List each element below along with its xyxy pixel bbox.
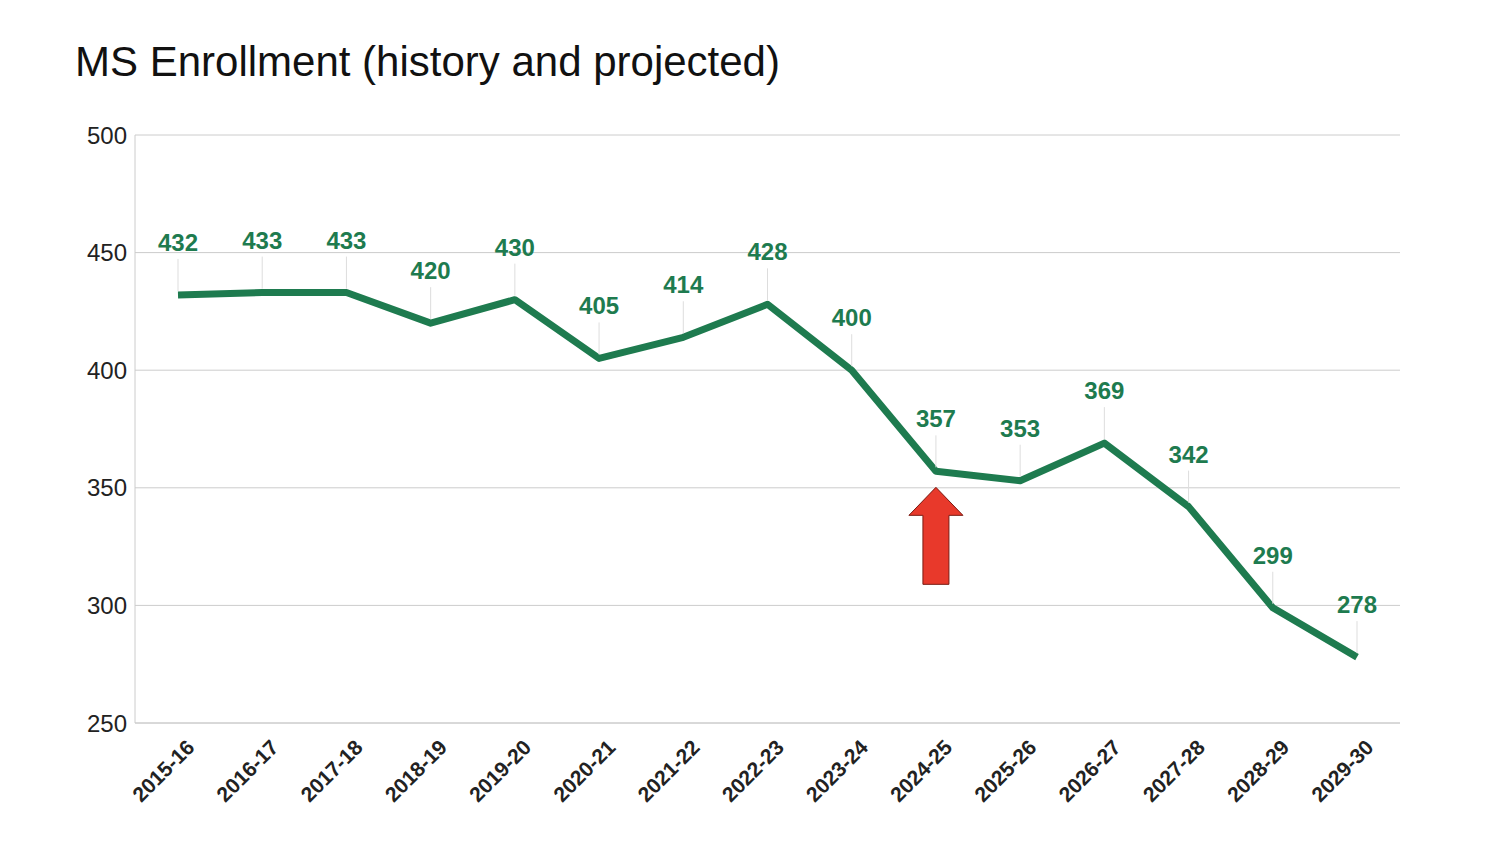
svg-text:2023-24: 2023-24 xyxy=(801,735,872,806)
svg-text:400: 400 xyxy=(87,357,127,384)
svg-text:414: 414 xyxy=(663,271,704,298)
html-text:MS Enrollment (history and pro: MS Enrollment (history and projected) xyxy=(75,38,780,85)
svg-text:2025-26: 2025-26 xyxy=(970,735,1041,806)
svg-text:432: 432 xyxy=(158,229,198,256)
svg-text:369: 369 xyxy=(1084,377,1124,404)
svg-text:2029-30: 2029-30 xyxy=(1307,735,1378,806)
svg-text:2026-27: 2026-27 xyxy=(1054,735,1125,806)
svg-text:400: 400 xyxy=(832,304,872,331)
svg-text:428: 428 xyxy=(747,238,787,265)
svg-text:500: 500 xyxy=(87,122,127,149)
svg-text:350: 350 xyxy=(87,474,127,501)
svg-text:250: 250 xyxy=(87,710,127,737)
svg-text:2028-29: 2028-29 xyxy=(1223,735,1294,806)
svg-text:430: 430 xyxy=(495,234,535,261)
svg-text:2016-17: 2016-17 xyxy=(212,735,283,806)
svg-text:353: 353 xyxy=(1000,415,1040,442)
svg-text:357: 357 xyxy=(916,405,956,432)
svg-text:2024-25: 2024-25 xyxy=(886,735,957,806)
svg-text:420: 420 xyxy=(411,257,451,284)
svg-text:2027-28: 2027-28 xyxy=(1138,735,1209,806)
svg-text:405: 405 xyxy=(579,292,619,319)
svg-text:342: 342 xyxy=(1169,441,1209,468)
svg-text:2021-22: 2021-22 xyxy=(633,735,704,806)
svg-text:300: 300 xyxy=(87,592,127,619)
svg-text:2018-19: 2018-19 xyxy=(380,735,451,806)
svg-text:2020-21: 2020-21 xyxy=(549,735,620,806)
svg-text:433: 433 xyxy=(242,227,282,254)
svg-text:450: 450 xyxy=(87,239,127,266)
svg-text:278: 278 xyxy=(1337,591,1377,618)
svg-text:2015-16: 2015-16 xyxy=(128,735,199,806)
svg-text:2019-20: 2019-20 xyxy=(465,735,536,806)
svg-text:2022-23: 2022-23 xyxy=(717,735,788,806)
svg-text:433: 433 xyxy=(326,227,366,254)
svg-text:299: 299 xyxy=(1253,542,1293,569)
svg-text:2017-18: 2017-18 xyxy=(296,735,367,806)
